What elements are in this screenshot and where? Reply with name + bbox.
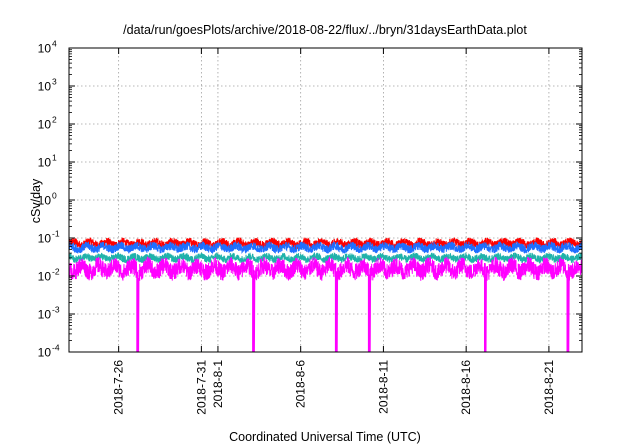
x-tick-label: 2018-8-21 bbox=[542, 360, 556, 415]
x-tick-label: 2018-8-6 bbox=[294, 360, 308, 408]
y-tick-exponent: 3 bbox=[52, 77, 57, 87]
y-tick-exponent: -3 bbox=[52, 305, 60, 315]
y-tick-label: 10 bbox=[38, 118, 52, 132]
y-tick-label: 10 bbox=[38, 42, 52, 56]
y-tick-exponent: -4 bbox=[52, 343, 60, 353]
y-tick-label: 10 bbox=[38, 346, 52, 360]
y-tick-label: 10 bbox=[38, 270, 52, 284]
x-axis-label: Coordinated Universal Time (UTC) bbox=[229, 430, 421, 444]
series-layer bbox=[68, 236, 583, 353]
y-tick-label: 10 bbox=[38, 232, 52, 246]
data-series-line bbox=[68, 241, 583, 255]
y-tick-label: 10 bbox=[38, 194, 52, 208]
x-tick-label: 2018-7-26 bbox=[112, 360, 126, 415]
y-tick-exponent: 2 bbox=[52, 115, 57, 125]
y-tick-exponent: -2 bbox=[52, 267, 60, 277]
grid bbox=[69, 48, 582, 352]
x-tick-label: 2018-8-16 bbox=[459, 360, 473, 415]
data-series-line bbox=[68, 256, 583, 353]
y-tick-exponent: 4 bbox=[52, 39, 57, 49]
y-tick-label: 10 bbox=[38, 80, 52, 94]
x-tick-label: 2018-8-11 bbox=[376, 360, 390, 414]
y-tick-exponent: -1 bbox=[52, 229, 60, 239]
x-tick-label: 2018-7-31 bbox=[194, 360, 208, 415]
y-tick-exponent: 1 bbox=[52, 153, 57, 163]
y-axis-label: cSv/day bbox=[29, 178, 43, 223]
chart-title: /data/run/goesPlots/archive/2018-08-22/f… bbox=[123, 23, 527, 37]
x-tick-label: 2018-8-1 bbox=[211, 360, 225, 408]
y-tick-label: 10 bbox=[38, 156, 52, 170]
y-tick-exponent: 0 bbox=[52, 191, 57, 201]
y-tick-label: 10 bbox=[38, 308, 52, 322]
